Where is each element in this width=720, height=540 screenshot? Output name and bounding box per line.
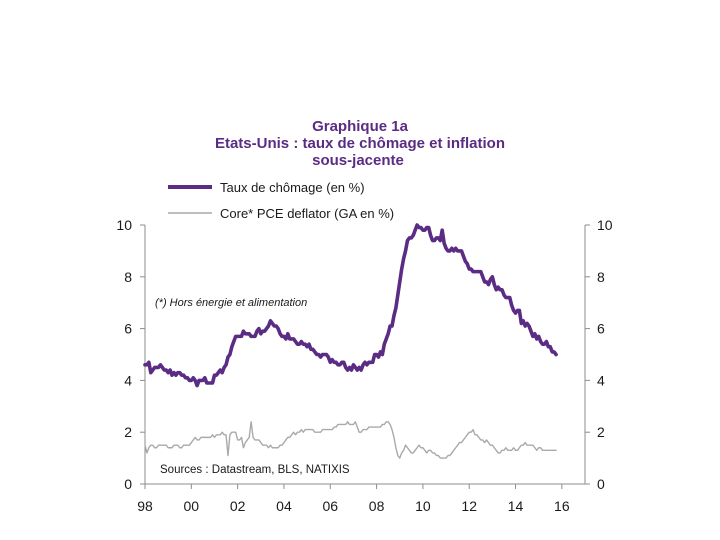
x-tick-label: 12 xyxy=(461,498,477,514)
y-left-tick-label: 0 xyxy=(124,476,132,492)
legend: Taux de chômage (en %) Core* PCE deflato… xyxy=(168,180,394,221)
x-tick-label: 04 xyxy=(276,498,292,514)
core-pce-deflator-line xyxy=(144,421,557,459)
y-right-tick-label: 2 xyxy=(597,424,605,440)
x-tick-label: 98 xyxy=(137,498,153,514)
x-tick-label: 16 xyxy=(554,498,570,514)
x-tick-label: 08 xyxy=(369,498,385,514)
x-tick-label: 14 xyxy=(508,498,524,514)
y-left-tick-label: 4 xyxy=(124,372,132,388)
y-left-tick-label: 2 xyxy=(124,424,132,440)
legend-label-unemployment: Taux de chômage (en %) xyxy=(220,180,365,195)
chart-title-line-2: Etats-Unis : taux de chômage et inflatio… xyxy=(215,135,505,152)
y-right-tick-label: 4 xyxy=(597,372,605,388)
series-layer xyxy=(143,223,558,459)
legend-label-core-pce: Core* PCE deflator (GA en %) xyxy=(220,206,394,221)
y-right-tick-label: 6 xyxy=(597,321,605,337)
chart-title-line-1: Graphique 1a xyxy=(312,118,409,135)
y-right-tick-label: 10 xyxy=(597,217,613,233)
y-right-tick-label: 0 xyxy=(597,476,605,492)
x-tick-label: 10 xyxy=(415,498,431,514)
source-annotation: Sources : Datastream, BLS, NATIXIS xyxy=(160,464,350,476)
y-left-tick-label: 6 xyxy=(124,321,132,337)
plot-area xyxy=(143,223,586,485)
footnote-annotation: (*) Hors énergie et alimentation xyxy=(155,297,307,309)
chart-title-line-3: sous-jacente xyxy=(312,152,404,169)
x-tick-label: 06 xyxy=(322,498,338,514)
y-right-tick-label: 8 xyxy=(597,269,605,285)
x-tick-label: 02 xyxy=(230,498,246,514)
y-left-tick-label: 10 xyxy=(116,217,132,233)
x-tick-label: 00 xyxy=(184,498,200,514)
chart-title: Graphique 1a Etats-Unis : taux de chômag… xyxy=(215,118,505,169)
y-left-tick-label: 8 xyxy=(124,269,132,285)
unemployment-rate-line xyxy=(143,223,558,388)
